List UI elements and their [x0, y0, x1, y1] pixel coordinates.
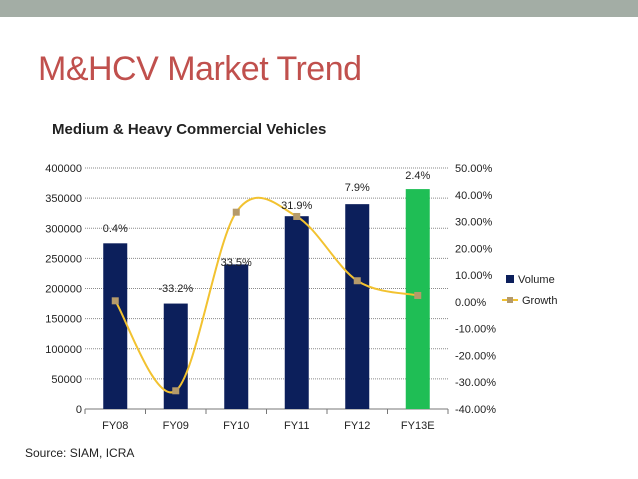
bar: [345, 204, 370, 409]
bar: [103, 243, 128, 409]
growth-marker: [232, 208, 240, 216]
y-right-tick-label: 0.00%: [455, 297, 486, 309]
y-right-tick-label: 10.00%: [455, 270, 493, 282]
growth-marker: [111, 297, 119, 305]
data-label: 33.5%: [221, 257, 252, 269]
growth-line: [114, 196, 418, 394]
growth-marker: [353, 277, 361, 285]
legend-marker-growth: [507, 297, 513, 303]
y-right-tick-label: -20.00%: [455, 350, 496, 362]
y-right-tick-label: 50.00%: [455, 163, 493, 175]
y-left-tick-label: 350000: [45, 193, 82, 205]
x-tick-label: FY12: [344, 420, 370, 432]
y-right-tick-label: 30.00%: [455, 217, 493, 229]
y-right-tick-label: -10.00%: [455, 324, 496, 336]
y-right-tick-label: -40.00%: [455, 404, 496, 416]
legend-swatch-volume: [506, 275, 514, 283]
y-right-tick-label: -30.00%: [455, 377, 496, 389]
data-label: 2.4%: [405, 170, 430, 182]
data-label: -33.2%: [158, 283, 193, 295]
legend-label-growth: Growth: [522, 295, 557, 307]
y-left-tick-label: 200000: [45, 284, 82, 296]
data-label: 7.9%: [345, 182, 370, 194]
y-left-tick-label: 50000: [51, 374, 82, 386]
data-label: 31.9%: [281, 200, 312, 212]
source-note: Source: SIAM, ICRA: [25, 446, 135, 460]
y-left-tick-label: 400000: [45, 163, 82, 175]
x-tick-label: FY13E: [401, 420, 435, 432]
y-left-tick-label: 250000: [45, 253, 82, 265]
y-left-tick-label: 0: [76, 404, 82, 416]
y-left-tick-label: 150000: [45, 314, 82, 326]
slide-title: M&HCV Market Trend: [38, 50, 362, 88]
y-right-tick-label: 40.00%: [455, 190, 493, 202]
growth-marker: [414, 291, 422, 299]
growth-marker: [172, 387, 180, 395]
bar: [224, 264, 249, 409]
chart-title: Medium & Heavy Commercial Vehicles: [52, 121, 327, 138]
data-label: 0.4%: [103, 223, 128, 235]
x-tick-label: FY08: [102, 420, 128, 432]
bar: [405, 189, 430, 409]
x-tick-label: FY10: [223, 420, 249, 432]
legend-label-volume: Volume: [518, 274, 555, 286]
top-bar: [0, 0, 638, 17]
y-right-tick-label: 20.00%: [455, 243, 493, 255]
y-left-tick-label: 300000: [45, 223, 82, 235]
bar: [284, 216, 309, 409]
growth-marker: [293, 212, 301, 220]
x-tick-label: FY09: [163, 420, 189, 432]
x-tick-label: FY11: [284, 420, 309, 432]
y-left-tick-label: 100000: [45, 344, 82, 356]
